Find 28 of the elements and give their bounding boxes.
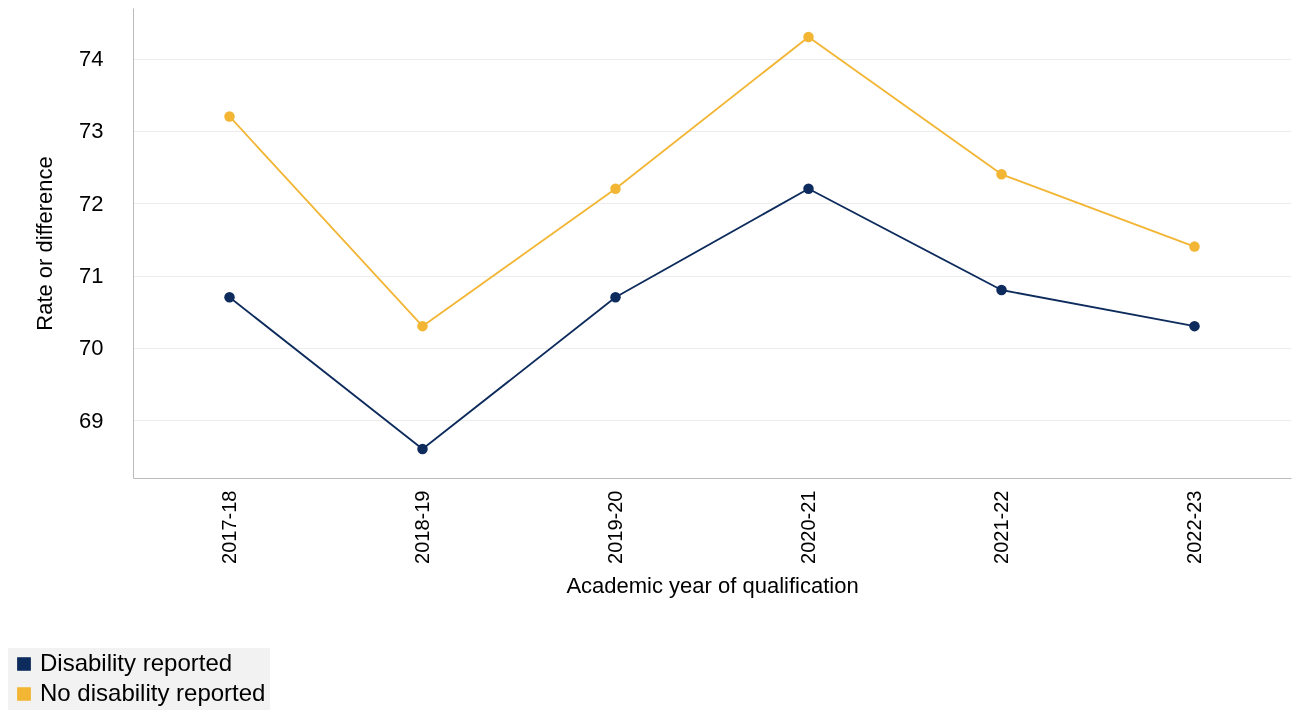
point [417,320,428,332]
x-tick-label: 2018-19 [411,490,433,564]
x-axis-title: Academic year of qualification [566,572,859,598]
x-tick-label: 2019-20 [604,490,626,564]
legend-label: No disability reported [40,679,266,706]
point [610,183,621,194]
y-tick-label: 69 [79,407,104,433]
y-tick-label: 71 [79,263,104,289]
point [417,443,428,455]
y-tick-label: 70 [79,335,104,361]
y-axis-title: Rate or difference [32,156,58,331]
x-tick-label: 2021-22 [990,490,1012,564]
x-tick-label: 2017-18 [218,490,240,564]
y-tick-label: 73 [79,118,104,144]
point [224,111,235,122]
point [803,31,814,43]
point [1189,241,1200,252]
y-tick-label: 72 [79,190,104,216]
point [224,292,235,303]
x-tick-label: 2022-23 [1183,490,1205,564]
point [996,284,1007,296]
point [996,169,1007,180]
y-tick-label: 74 [79,46,104,72]
x-tick-label: 2020-21 [797,490,819,564]
legend-label: Disability reported [40,649,233,676]
point [1189,320,1200,332]
point [610,292,621,303]
point [803,183,814,194]
